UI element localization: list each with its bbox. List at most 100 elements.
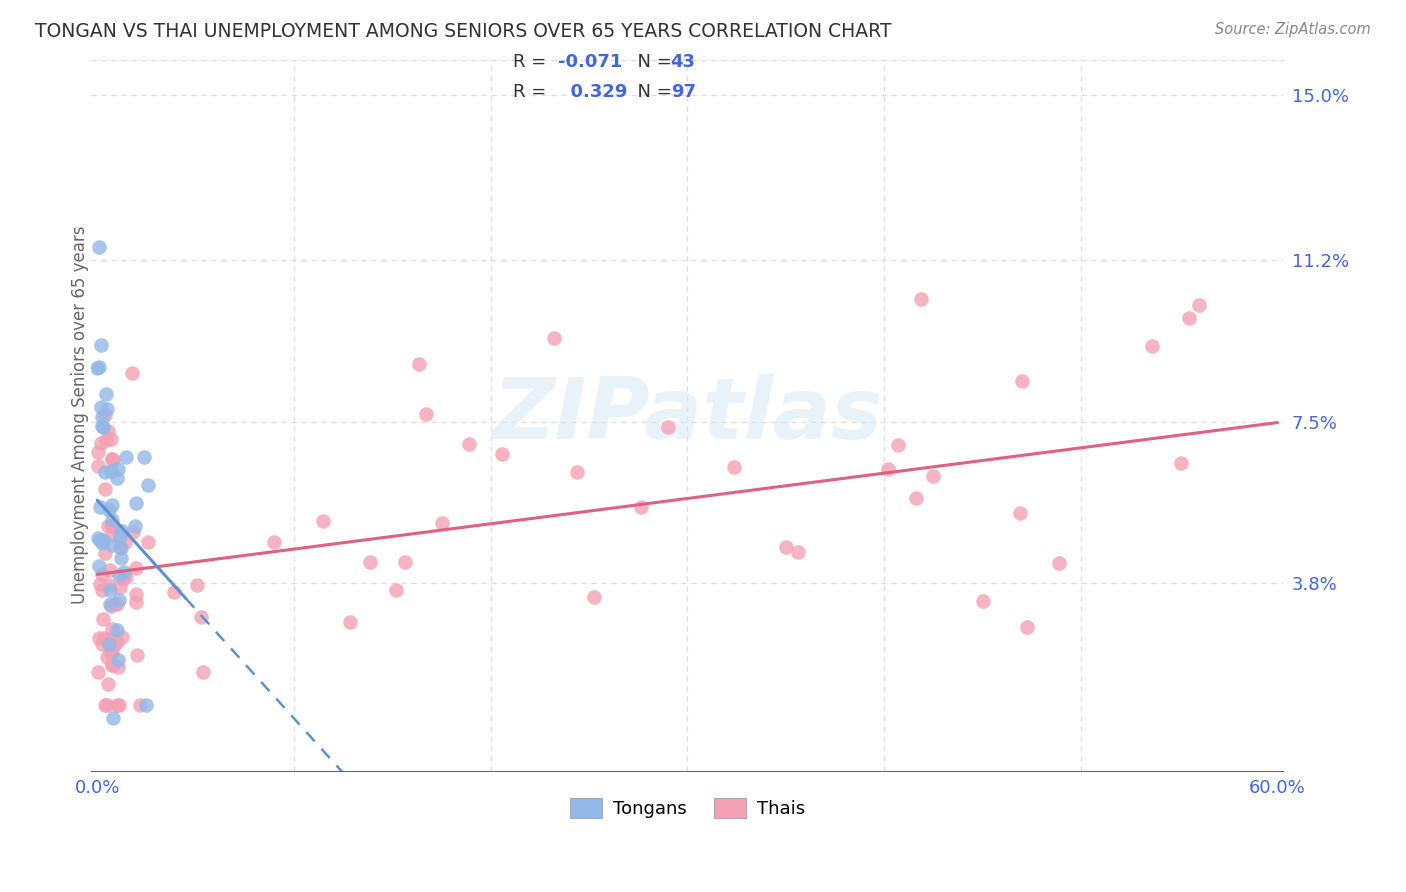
Point xyxy=(122,524,145,539)
Point xyxy=(107,471,129,485)
Point xyxy=(111,630,134,644)
Point xyxy=(101,453,124,467)
Y-axis label: Unemployment Among Seniors over 65 years: Unemployment Among Seniors over 65 years xyxy=(72,226,89,605)
Point xyxy=(93,631,115,645)
Point xyxy=(132,450,155,464)
Point xyxy=(543,331,565,345)
Point xyxy=(125,561,148,575)
Point xyxy=(89,533,111,547)
Text: Source: ZipAtlas.com: Source: ZipAtlas.com xyxy=(1215,22,1371,37)
Text: N =: N = xyxy=(626,54,678,71)
Point xyxy=(94,387,117,401)
Point xyxy=(125,587,148,601)
Point xyxy=(86,361,108,376)
Point xyxy=(162,585,184,599)
Point xyxy=(105,698,128,713)
Point xyxy=(100,452,122,467)
Point xyxy=(91,612,114,626)
Point xyxy=(89,500,111,515)
Point xyxy=(190,609,212,624)
Point xyxy=(97,502,120,516)
Point xyxy=(94,546,117,560)
Point xyxy=(114,535,136,549)
Point xyxy=(100,646,122,660)
Point xyxy=(108,580,131,594)
Point xyxy=(125,595,148,609)
Point xyxy=(91,533,114,547)
Point xyxy=(100,464,122,478)
Point xyxy=(87,531,110,545)
Point xyxy=(100,599,122,613)
Point xyxy=(112,565,135,579)
Point xyxy=(312,514,335,528)
Point xyxy=(89,576,111,591)
Point xyxy=(97,677,120,691)
Point xyxy=(101,658,124,673)
Point xyxy=(98,632,121,647)
Point xyxy=(101,657,124,672)
Point xyxy=(101,644,124,658)
Point xyxy=(922,468,945,483)
Point xyxy=(105,623,128,637)
Point xyxy=(104,598,127,612)
Point xyxy=(458,437,481,451)
Point xyxy=(1008,506,1031,520)
Point xyxy=(887,438,910,452)
Point xyxy=(101,538,124,552)
Point xyxy=(723,459,745,474)
Point xyxy=(630,500,652,515)
Point xyxy=(394,555,416,569)
Point xyxy=(90,400,112,414)
Point xyxy=(101,518,124,533)
Point xyxy=(565,465,588,479)
Point xyxy=(87,631,110,645)
Point xyxy=(94,698,117,713)
Text: TONGAN VS THAI UNEMPLOYMENT AMONG SENIORS OVER 65 YEARS CORRELATION CHART: TONGAN VS THAI UNEMPLOYMENT AMONG SENIOR… xyxy=(35,22,891,41)
Point xyxy=(110,551,132,566)
Point xyxy=(263,534,285,549)
Point xyxy=(107,597,129,611)
Point xyxy=(105,635,128,649)
Point xyxy=(1170,456,1192,470)
Point xyxy=(1177,311,1199,326)
Point xyxy=(101,498,124,512)
Point xyxy=(108,592,131,607)
Point xyxy=(1049,557,1071,571)
Point xyxy=(91,566,114,581)
Text: -0.071: -0.071 xyxy=(558,54,623,71)
Point xyxy=(97,424,120,438)
Text: N =: N = xyxy=(626,83,678,101)
Point xyxy=(87,445,110,459)
Point xyxy=(94,482,117,496)
Text: R =: R = xyxy=(513,83,553,101)
Point xyxy=(107,660,129,674)
Point xyxy=(115,450,138,464)
Point xyxy=(90,410,112,425)
Point xyxy=(91,419,114,434)
Point xyxy=(359,555,381,569)
Point xyxy=(124,519,146,533)
Point xyxy=(385,582,408,597)
Point xyxy=(101,528,124,542)
Text: 0.329: 0.329 xyxy=(558,83,627,101)
Point xyxy=(583,590,606,604)
Point xyxy=(1140,339,1163,353)
Point xyxy=(775,540,797,554)
Text: 97: 97 xyxy=(671,83,696,101)
Point xyxy=(408,357,430,371)
Point xyxy=(101,711,124,725)
Point xyxy=(415,407,437,421)
Point xyxy=(101,518,124,533)
Point xyxy=(103,638,125,652)
Point xyxy=(125,496,148,510)
Point xyxy=(96,650,118,665)
Point xyxy=(98,636,121,650)
Point xyxy=(89,240,111,254)
Text: R =: R = xyxy=(513,54,553,71)
Text: 43: 43 xyxy=(671,54,696,71)
Point xyxy=(94,465,117,479)
Point xyxy=(110,541,132,555)
Point xyxy=(100,623,122,637)
Legend: Tongans, Thais: Tongans, Thais xyxy=(562,790,813,826)
Point xyxy=(87,359,110,374)
